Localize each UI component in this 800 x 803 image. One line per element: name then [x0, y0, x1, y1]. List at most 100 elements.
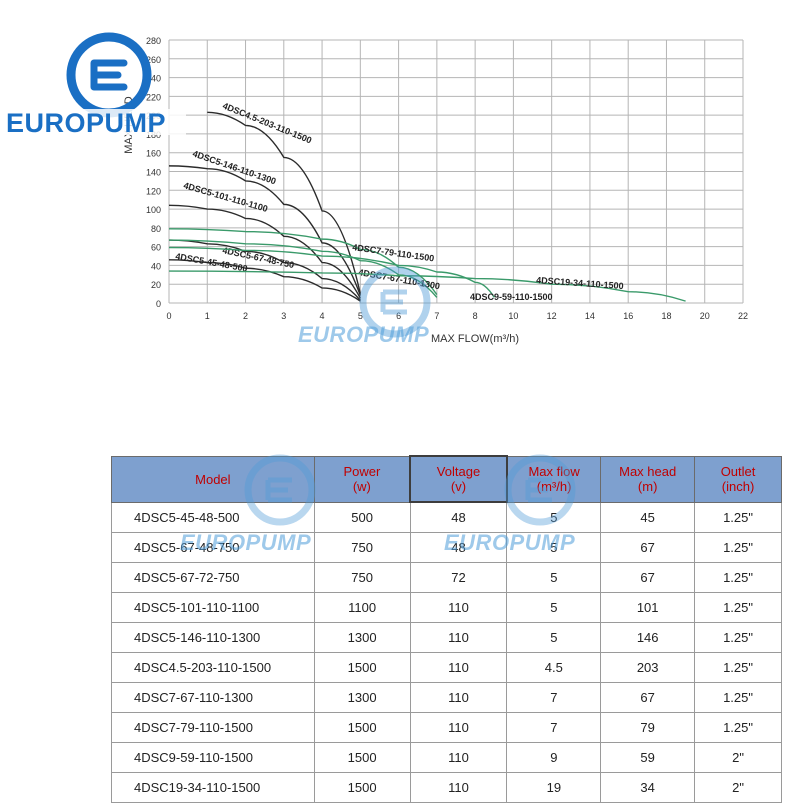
cell-outlet: 2" [694, 772, 782, 803]
cell-power: 1500 [313, 772, 411, 803]
cell-voltage: 110 [409, 652, 508, 683]
series-label: 4DSC9-59-110-1500 [470, 292, 553, 302]
series-line [168, 259, 361, 302]
cell-outlet: 2" [694, 742, 782, 773]
x-tick-label: 3 [281, 311, 286, 321]
cell-max-head: 79 [600, 712, 696, 743]
table-row: 4DSC5-146-110-1300 1300 110 5 146 1.25" [111, 622, 782, 653]
cell-model: 4DSC5-146-110-1300 [111, 622, 315, 653]
cell-voltage: 48 [409, 501, 508, 533]
table-row: 4DSC4.5-203-110-1500 1500 110 4.5 203 1.25" [111, 652, 782, 683]
y-tick-label: 60 [151, 243, 161, 253]
y-tick-label: 220 [146, 92, 161, 102]
cell-max-flow: 9 [506, 742, 602, 773]
header-model: Model [111, 455, 315, 503]
cell-max-head: 203 [600, 652, 696, 683]
cell-max-flow: 5 [506, 562, 602, 593]
cell-max-flow: 5 [506, 622, 602, 653]
cell-voltage: 110 [409, 592, 508, 623]
watermark-text: EUROPUMP [298, 322, 430, 347]
x-tick-label: 8 [473, 311, 478, 321]
cell-max-head: 146 [600, 622, 696, 653]
cell-max-head: 67 [600, 532, 696, 563]
series-label: 4DSC5-146-110-1300 [191, 148, 277, 186]
series-line [168, 204, 361, 299]
series-line [168, 165, 361, 296]
header-voltage: Voltage (v) [409, 455, 508, 503]
cell-model: 4DSC5-67-72-750 [111, 562, 315, 593]
cell-power: 1100 [313, 592, 411, 623]
table-row: 4DSC5-101-110-1100 1100 110 5 101 1.25" [111, 592, 782, 623]
table-row: 4DSC9-59-110-1500 1500 110 9 59 2" [111, 742, 782, 773]
series-line [207, 111, 362, 294]
cell-voltage: 110 [409, 622, 508, 653]
x-tick-label: 4 [320, 311, 325, 321]
cell-outlet: 1.25" [694, 652, 782, 683]
y-tick-label: 100 [146, 205, 161, 215]
spec-table-wrap: Model Power (w) Voltage (v) Max flow (m³/h) Max… [111, 455, 782, 803]
cell-outlet: 1.25" [694, 532, 782, 563]
y-tick-label: 160 [146, 149, 161, 159]
x-tick-label: 10 [508, 311, 518, 321]
spec-table: Model Power (w) Voltage (v) Max flow (m³/h) Max… [111, 455, 782, 803]
header-max-flow: Max flow (m³/h) [506, 455, 602, 503]
y-tick-label: 240 [146, 74, 161, 84]
table-row: 4DSC7-79-110-1500 1500 110 7 79 1.25" [111, 712, 782, 743]
x-tick-label: 5 [358, 311, 363, 321]
cell-voltage: 110 [409, 712, 508, 743]
cell-power: 750 [313, 532, 411, 563]
cell-power: 1500 [313, 652, 411, 683]
header-max-head: Max head (m) [600, 455, 696, 503]
cell-power: 1500 [313, 712, 411, 743]
cell-outlet: 1.25" [694, 592, 782, 623]
cell-max-head: 45 [600, 501, 696, 533]
cell-outlet: 1.25" [694, 712, 782, 743]
cell-outlet: 1.25" [694, 682, 782, 713]
cell-max-flow: 7 [506, 682, 602, 713]
cell-voltage: 110 [409, 742, 508, 773]
cell-voltage: 110 [409, 772, 508, 803]
x-tick-label: 20 [700, 311, 710, 321]
watermark-text: EUROPUMP [444, 530, 576, 555]
cell-model: 4DSC7-79-110-1500 [111, 712, 315, 743]
cell-model: 4DSC19-34-110-1500 [111, 772, 315, 803]
cell-model: 4DSC5-101-110-1100 [111, 592, 315, 623]
x-tick-label: 18 [661, 311, 671, 321]
cell-model: 4DSC4.5-203-110-1500 [111, 652, 315, 683]
cell-max-head: 59 [600, 742, 696, 773]
x-tick-label: 2 [243, 311, 248, 321]
chart-grid [168, 39, 744, 304]
table-row: 4DSC5-67-72-750 750 72 5 67 1.25" [111, 562, 782, 593]
cell-power: 1500 [313, 742, 411, 773]
x-tick-label: 14 [585, 311, 595, 321]
cell-model: 4DSC5-45-48-500 [111, 501, 315, 533]
cell-max-head: 101 [600, 592, 696, 623]
header-power: Power (w) [313, 455, 411, 503]
y-tick-label: 280 [146, 36, 161, 46]
cell-power: 750 [313, 562, 411, 593]
cell-max-head: 67 [600, 562, 696, 593]
series-line [168, 239, 361, 301]
cell-model: 4DSC7-67-110-1300 [111, 682, 315, 713]
brand-logo: EUROPUMP [6, 18, 186, 138]
y-tick-label: 260 [146, 55, 161, 65]
table-body: 4DSC5-45-48-500 500 48 5 45 1.25" 4DSC5-67-48-… [111, 501, 782, 803]
cell-outlet: 1.25" [694, 501, 782, 533]
series-line [168, 270, 686, 302]
series-label: 4DSC4.5-203-110-1500 [221, 101, 313, 146]
cell-voltage: 48 [409, 532, 508, 563]
europump-logo-icon [6, 32, 186, 135]
series-line [168, 246, 495, 298]
x-tick-label: 1 [205, 311, 210, 321]
cell-max-head: 34 [600, 772, 696, 803]
x-tick-label: 16 [623, 311, 633, 321]
cell-power: 1300 [313, 682, 411, 713]
series-line [168, 228, 438, 295]
x-tick-label: 0 [166, 311, 171, 321]
y-tick-label: 140 [146, 168, 161, 178]
cell-outlet: 1.25" [694, 562, 782, 593]
cell-max-flow: 7 [506, 712, 602, 743]
header-outlet: Outlet (inch) [694, 455, 782, 503]
watermark-text: EUROPUMP [180, 530, 312, 555]
cell-max-flow: 5 [506, 501, 602, 533]
